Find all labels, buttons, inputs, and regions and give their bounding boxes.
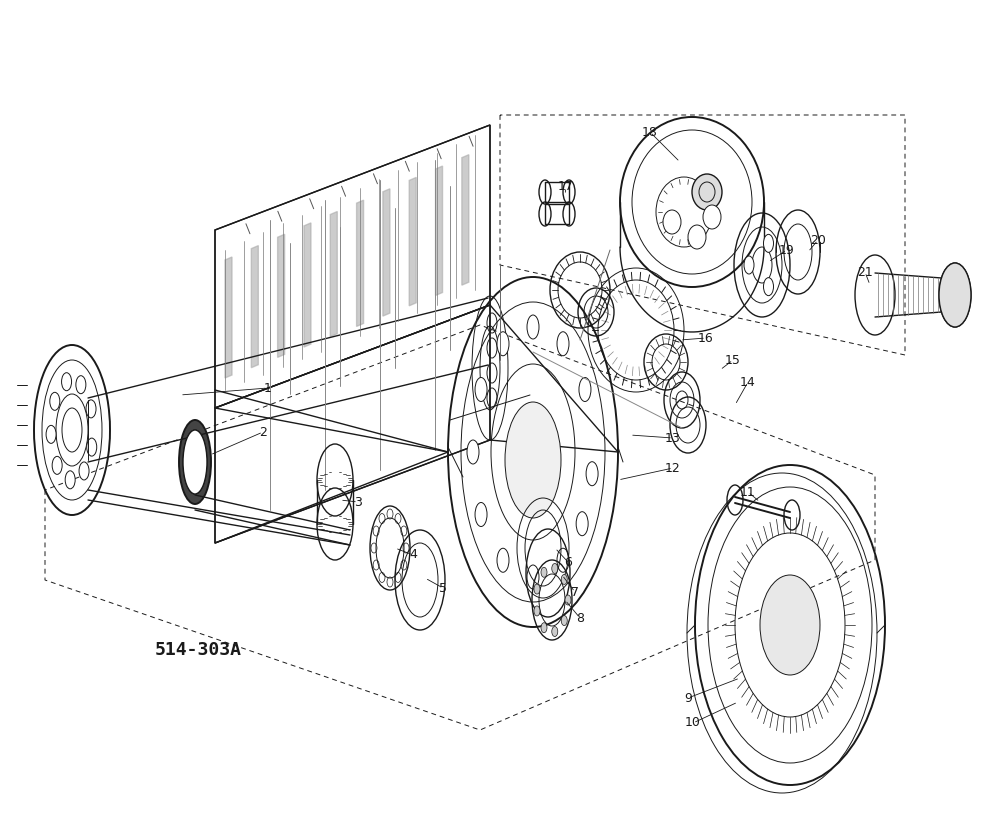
Ellipse shape — [561, 616, 567, 626]
Ellipse shape — [565, 595, 571, 605]
Ellipse shape — [557, 332, 569, 356]
Text: 14: 14 — [740, 375, 756, 389]
Ellipse shape — [86, 400, 96, 418]
Text: 7: 7 — [571, 586, 579, 598]
Polygon shape — [462, 155, 469, 285]
Ellipse shape — [663, 210, 681, 234]
Ellipse shape — [552, 626, 558, 636]
Ellipse shape — [497, 548, 509, 572]
Ellipse shape — [534, 606, 540, 616]
Polygon shape — [225, 257, 232, 378]
Text: 21: 21 — [857, 265, 873, 279]
Text: 3: 3 — [354, 496, 362, 508]
Text: 13: 13 — [665, 432, 681, 444]
Polygon shape — [383, 189, 390, 316]
Ellipse shape — [505, 402, 561, 518]
Ellipse shape — [65, 471, 75, 489]
Ellipse shape — [576, 512, 588, 536]
Ellipse shape — [541, 622, 547, 632]
Polygon shape — [436, 166, 443, 295]
Ellipse shape — [744, 256, 754, 274]
Ellipse shape — [561, 574, 567, 584]
Text: 20: 20 — [810, 234, 826, 246]
Text: 10: 10 — [685, 716, 701, 730]
Ellipse shape — [183, 430, 207, 494]
Ellipse shape — [179, 420, 211, 504]
Ellipse shape — [760, 575, 820, 675]
Ellipse shape — [764, 235, 774, 252]
Ellipse shape — [764, 278, 774, 295]
Text: 2: 2 — [259, 425, 267, 438]
Ellipse shape — [586, 462, 598, 486]
Polygon shape — [215, 125, 490, 408]
Ellipse shape — [534, 584, 540, 594]
Ellipse shape — [703, 205, 721, 229]
Text: 18: 18 — [642, 126, 658, 138]
Ellipse shape — [46, 425, 56, 443]
Text: 9: 9 — [684, 691, 692, 705]
Text: 19: 19 — [779, 244, 795, 256]
Polygon shape — [304, 223, 311, 347]
Polygon shape — [278, 235, 285, 358]
Text: 6: 6 — [564, 556, 572, 568]
Ellipse shape — [497, 332, 509, 356]
Text: 11: 11 — [740, 486, 756, 498]
Polygon shape — [357, 201, 364, 326]
Ellipse shape — [87, 438, 97, 456]
Ellipse shape — [688, 225, 706, 249]
Text: 5: 5 — [439, 582, 447, 595]
Ellipse shape — [62, 373, 72, 391]
Ellipse shape — [52, 457, 62, 474]
Text: 8: 8 — [576, 612, 584, 625]
Text: 16: 16 — [698, 331, 714, 344]
Ellipse shape — [183, 430, 207, 494]
Ellipse shape — [552, 563, 558, 573]
Text: 15: 15 — [725, 354, 741, 367]
Ellipse shape — [527, 315, 539, 339]
Polygon shape — [251, 245, 258, 368]
Ellipse shape — [76, 376, 86, 394]
Text: 12: 12 — [665, 462, 681, 474]
Ellipse shape — [475, 378, 487, 402]
Ellipse shape — [50, 393, 60, 410]
Ellipse shape — [527, 565, 539, 589]
Text: 1: 1 — [264, 382, 272, 394]
Ellipse shape — [579, 378, 591, 402]
Text: 17: 17 — [558, 181, 574, 194]
Ellipse shape — [692, 174, 722, 210]
Ellipse shape — [557, 548, 569, 572]
Ellipse shape — [79, 462, 89, 480]
Ellipse shape — [467, 440, 479, 464]
Polygon shape — [215, 305, 490, 543]
Text: 514-303A: 514-303A — [155, 641, 242, 659]
Ellipse shape — [475, 503, 487, 527]
Text: 4: 4 — [409, 548, 417, 562]
Ellipse shape — [939, 263, 971, 327]
Ellipse shape — [541, 567, 547, 577]
Polygon shape — [330, 211, 337, 337]
Polygon shape — [409, 177, 416, 306]
